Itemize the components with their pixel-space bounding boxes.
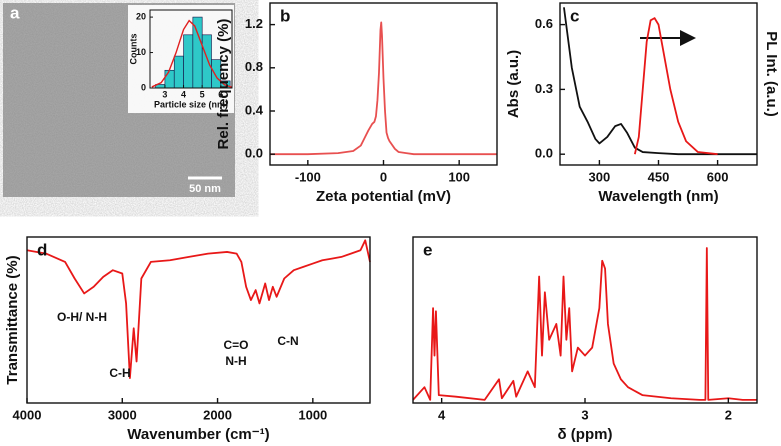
x-tick-label: 3 <box>581 407 588 422</box>
y-tick-label: 20 <box>136 11 146 21</box>
bar <box>164 69 175 89</box>
x-tick-label: 450 <box>648 169 670 184</box>
annotation: O-H/ N-H <box>57 310 107 324</box>
y-tick-label: 0.3 <box>535 81 553 96</box>
plot-frame <box>149 9 233 89</box>
scale-bar-label: 50 nm <box>189 183 221 195</box>
series-line <box>26 239 371 379</box>
bar <box>183 34 194 89</box>
x-axis-label: δ (ppm) <box>558 426 613 443</box>
y-tick-label: 1.2 <box>245 16 263 31</box>
x-tick-label: -100 <box>295 169 321 184</box>
y-tick-label: 0.8 <box>245 59 263 74</box>
bar <box>173 55 184 89</box>
series-line <box>412 247 757 401</box>
fit-curve <box>151 19 233 88</box>
y-tick-label: 0.6 <box>535 16 553 31</box>
x-axis-label: Wavenumber (cm⁻¹) <box>127 426 269 443</box>
bar <box>201 34 212 89</box>
panel-label: e <box>423 240 432 259</box>
y2-axis-label: PL Int. (a.u.) <box>763 31 780 117</box>
y-axis-label: Transmittance (%) <box>4 255 21 384</box>
annotation: C-H <box>109 366 130 380</box>
x-axis-label: Zeta potential (mV) <box>316 188 451 205</box>
y-tick-label: 0.0 <box>245 146 263 161</box>
x-tick-label: 3000 <box>108 407 137 422</box>
x-tick-label: 4 <box>438 407 446 422</box>
bar <box>192 16 203 89</box>
y-axis-label: Rel. frequency (%) <box>215 19 232 150</box>
x-axis-label: Wavelength (nm) <box>598 188 718 205</box>
annotation: C-N <box>277 334 298 348</box>
x-tick-label: 0 <box>380 169 387 184</box>
annotation: C=O <box>223 338 248 352</box>
panel-label: a <box>10 3 20 22</box>
y-tick-label: 0.0 <box>535 146 553 161</box>
series-line <box>633 17 718 156</box>
x-tick-label: 300 <box>589 169 611 184</box>
y-axis-label: Abs (a.u.) <box>505 50 522 118</box>
x-tick-label: 4 <box>181 89 186 99</box>
y-tick-label: 0.4 <box>245 102 264 117</box>
y-tick-label: 10 <box>136 47 146 57</box>
x-tick-label: 2 <box>725 407 732 422</box>
x-tick-label: 600 <box>707 169 729 184</box>
y-tick-label: 0 <box>141 82 146 92</box>
series-line <box>563 7 757 156</box>
x-tick-label: 4000 <box>13 407 42 422</box>
panel-label: c <box>570 6 579 25</box>
panel-label: b <box>280 6 290 25</box>
x-tick-label: 2000 <box>203 407 232 422</box>
annotation: N-H <box>225 354 246 368</box>
y-axis-label: Counts <box>128 34 138 65</box>
x-tick-label: 5 <box>200 89 205 99</box>
x-tick-label: 100 <box>448 169 470 184</box>
x-tick-label: 1000 <box>298 407 327 422</box>
x-tick-label: 6 <box>218 89 223 99</box>
panel-label: d <box>37 240 47 259</box>
x-tick-label: 3 <box>162 89 167 99</box>
plot-frame <box>26 236 371 404</box>
x-axis-label: Particle size (nm) <box>154 99 228 109</box>
series-line <box>270 21 497 156</box>
